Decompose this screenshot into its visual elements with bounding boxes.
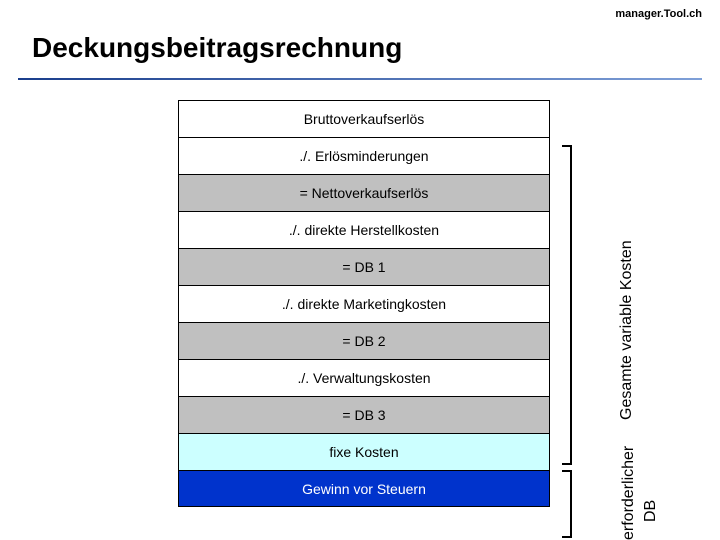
row-herstell: ./. direkte Herstellkosten: [178, 211, 550, 248]
bracket-erforderlicher-db: [562, 470, 572, 538]
row-brutto: Bruttoverkaufserlös: [178, 100, 550, 137]
row-db3: = DB 3: [178, 396, 550, 433]
calc-stack: Bruttoverkaufserlös ./. Erlösminderungen…: [178, 100, 550, 507]
brand-label: manager.Tool.ch: [615, 8, 702, 20]
page-title: Deckungsbeitragsrechnung: [32, 32, 402, 64]
row-fixekosten: fixe Kosten: [178, 433, 550, 470]
label-variable-kosten: Gesamte variable Kosten: [618, 240, 636, 420]
label-erforderlicher-line1: erforderlicher: [620, 446, 638, 540]
row-erloesmind: ./. Erlösminderungen: [178, 137, 550, 174]
title-rule: [18, 78, 702, 80]
row-gewinn: Gewinn vor Steuern: [178, 470, 550, 507]
bracket-variable-kosten: [562, 145, 572, 465]
label-erforderlicher-line2: DB: [642, 500, 660, 522]
row-db1: = DB 1: [178, 248, 550, 285]
row-db2: = DB 2: [178, 322, 550, 359]
row-marketing: ./. direkte Marketingkosten: [178, 285, 550, 322]
row-netto: = Nettoverkaufserlös: [178, 174, 550, 211]
row-verwaltung: ./. Verwaltungskosten: [178, 359, 550, 396]
